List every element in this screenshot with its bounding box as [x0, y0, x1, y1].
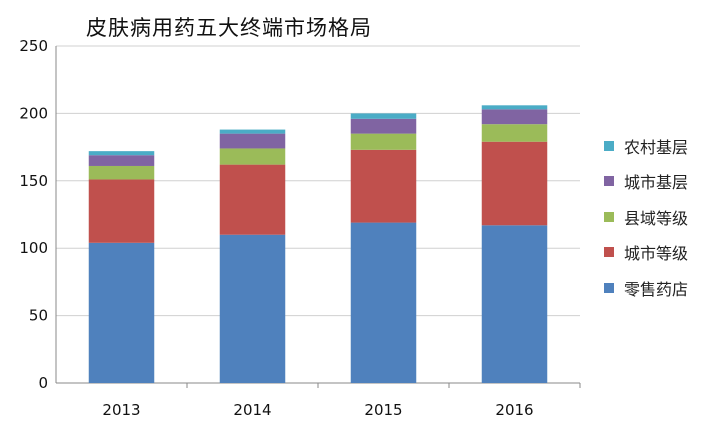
legend-item: 城市等级 — [604, 235, 688, 271]
y-tick-label: 250 — [19, 37, 48, 55]
legend-swatch — [604, 247, 614, 258]
bar-segment-2014-城市等级 — [219, 164, 286, 235]
bar-segment-2013-城市基层 — [88, 155, 155, 166]
bar-segment-2014-城市基层 — [219, 133, 286, 149]
legend-label: 城市基层 — [624, 173, 689, 193]
x-tick-label: 2014 — [233, 401, 271, 419]
bar-segment-2014-零售药店 — [219, 234, 286, 383]
legend-swatch — [604, 211, 614, 222]
bar-segment-2013-县域等级 — [88, 165, 155, 180]
legend-label: 零售药店 — [624, 279, 689, 299]
x-tick-label: 2015 — [364, 401, 402, 419]
bar-segment-2016-城市基层 — [481, 109, 548, 125]
bar-segment-2013-农村基层 — [88, 151, 155, 156]
bar-segment-2015-零售药店 — [350, 222, 417, 383]
legend-swatch — [604, 176, 614, 187]
bar-segment-2014-县域等级 — [219, 148, 286, 165]
legend-swatch — [604, 140, 614, 151]
y-tick-label: 50 — [29, 307, 48, 325]
y-tick-label: 0 — [38, 374, 48, 392]
legend-item: 农村基层 — [604, 128, 688, 164]
bar-segment-2015-县域等级 — [350, 133, 417, 150]
bar-segment-2016-县域等级 — [481, 124, 548, 142]
y-tick-label: 200 — [19, 104, 48, 122]
legend-item: 城市基层 — [604, 164, 688, 200]
chart-title: 皮肤病用药五大终端市场格局 — [86, 16, 372, 40]
x-tick-label: 2016 — [495, 401, 533, 419]
x-tick-label: 2013 — [102, 401, 140, 419]
y-tick-label: 150 — [19, 172, 48, 190]
bar-segment-2015-城市等级 — [350, 149, 417, 223]
bar-segment-2016-农村基层 — [481, 105, 548, 110]
legend-item: 县域等级 — [604, 199, 688, 235]
chart-legend: 农村基层城市基层县域等级城市等级零售药店 — [604, 128, 688, 306]
bar-segment-2015-城市基层 — [350, 118, 417, 134]
bar-segment-2015-农村基层 — [350, 113, 417, 119]
bar-segment-2013-城市等级 — [88, 179, 155, 243]
bar-segment-2016-城市等级 — [481, 141, 548, 226]
bar-segment-2016-零售药店 — [481, 225, 548, 383]
bar-segment-2014-农村基层 — [219, 129, 286, 134]
legend-item: 零售药店 — [604, 270, 688, 306]
legend-label: 城市等级 — [624, 244, 689, 264]
y-tick-label: 100 — [19, 239, 48, 257]
bar-segment-2013-零售药店 — [88, 242, 155, 383]
legend-swatch — [604, 282, 614, 293]
legend-label: 农村基层 — [624, 137, 689, 157]
legend-label: 县域等级 — [624, 208, 689, 228]
